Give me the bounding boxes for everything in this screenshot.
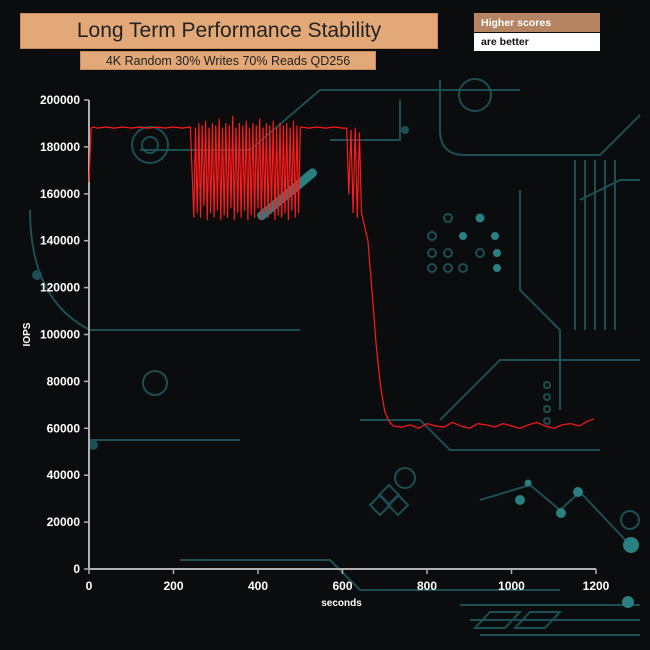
y-tick-label: 100000 — [40, 328, 80, 342]
plot-area: 0 20000 40000 60000 80000 100000 120000 140000 1… — [22, 93, 610, 609]
chart-subtitle: 4K Random 30% Writes 70% Reads QD256 — [105, 53, 351, 68]
series-line-iops — [88, 115, 595, 429]
chart-title-box: Long Term Performance Stability — [20, 13, 438, 49]
higher-scores-badge: Higher scores — [474, 13, 600, 32]
x-tick-label: 200 — [163, 579, 183, 593]
y-tick-label: 20000 — [47, 515, 81, 529]
y-tick-label: 160000 — [40, 187, 80, 201]
y-tick-label: 0 — [73, 562, 80, 576]
circuit-background — [29, 78, 641, 636]
y-tick-label: 180000 — [40, 140, 80, 154]
x-tick-label: 1000 — [498, 579, 525, 593]
y-axis-title: IOPS — [22, 322, 33, 346]
x-tick-label: 400 — [248, 579, 268, 593]
y-tick-label: 40000 — [47, 468, 81, 482]
x-tick-label: 800 — [417, 579, 437, 593]
y-tick-label: 80000 — [47, 374, 81, 388]
x-axis-title: seconds — [321, 598, 362, 609]
badge-line-1: Higher scores — [481, 16, 552, 29]
x-tick-label: 1200 — [583, 579, 610, 593]
are-better-badge: are better — [474, 33, 600, 51]
x-tick-label: 600 — [332, 579, 352, 593]
chart-subtitle-box: 4K Random 30% Writes 70% Reads QD256 — [80, 51, 376, 70]
y-tick-label: 60000 — [47, 421, 81, 435]
y-tick-label: 140000 — [40, 234, 80, 248]
chart-title: Long Term Performance Stability — [76, 19, 382, 42]
y-tick-label: 120000 — [40, 281, 80, 295]
badge-line-2: are better — [481, 36, 529, 48]
y-tick-label: 200000 — [40, 93, 80, 107]
x-tick-label: 0 — [86, 579, 93, 593]
